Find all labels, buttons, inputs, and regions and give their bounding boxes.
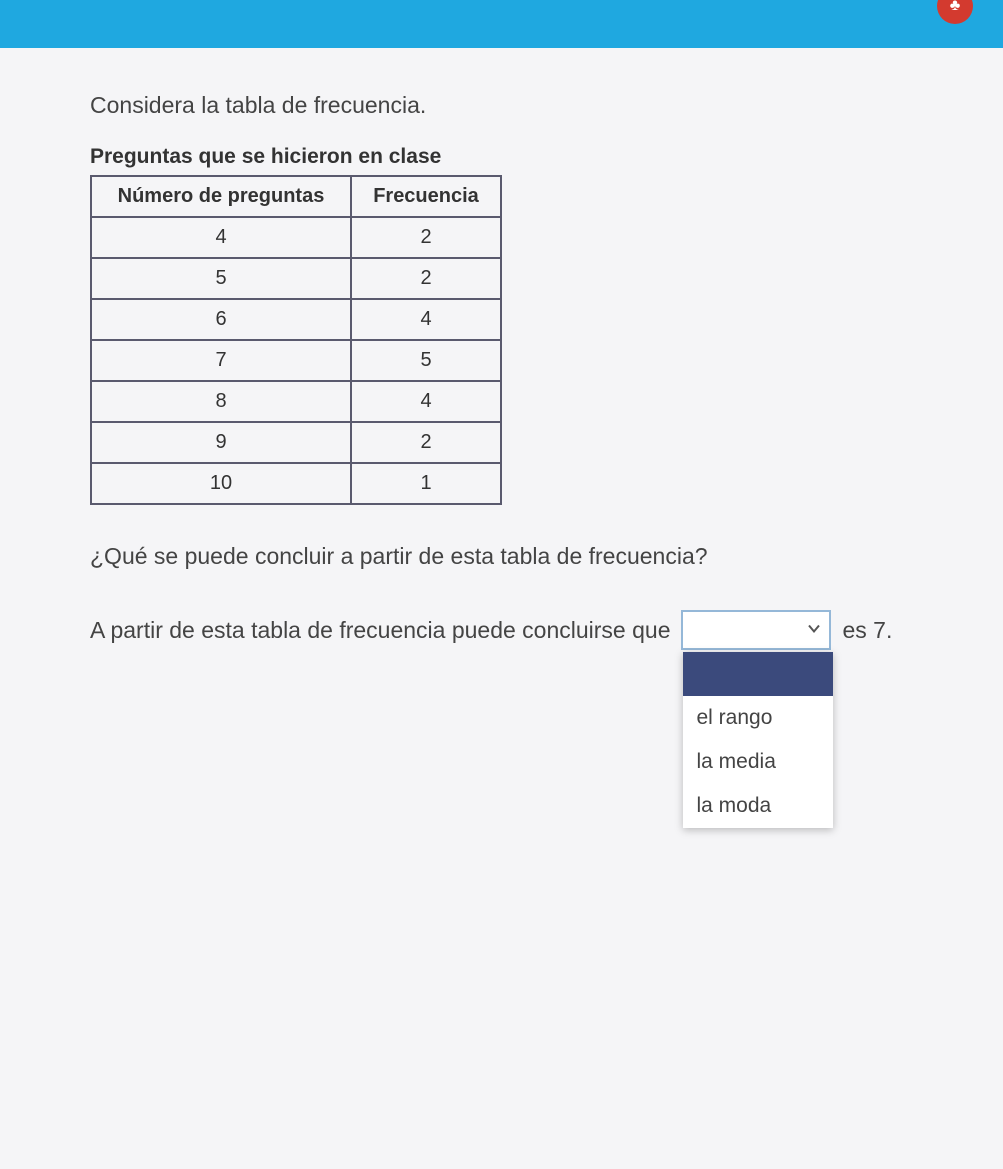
answer-sentence: A partir de esta tabla de frecuencia pue… [90, 610, 943, 650]
table-cell: 8 [91, 381, 351, 422]
table-cell: 2 [351, 217, 501, 258]
table-header-row: Número de preguntas Frecuencia [91, 176, 501, 217]
table-caption: Preguntas que se hicieron en clase [90, 145, 943, 169]
table-row: 84 [91, 381, 501, 422]
table-cell: 4 [351, 299, 501, 340]
table-row: 52 [91, 258, 501, 299]
answer-suffix: es 7. [843, 617, 893, 644]
table-cell: 5 [91, 258, 351, 299]
table-row: 75 [91, 340, 501, 381]
table-cell: 10 [91, 463, 351, 504]
table-header-cell: Número de preguntas [91, 176, 351, 217]
dropdown-item[interactable]: la moda [683, 784, 833, 828]
frequency-table: Número de preguntas Frecuencia 425264758… [90, 175, 502, 505]
table-row: 92 [91, 422, 501, 463]
question-text: ¿Qué se puede concluir a partir de esta … [90, 543, 943, 570]
badge-glyph: ♣ [950, 0, 961, 15]
table-cell: 6 [91, 299, 351, 340]
table-cell: 4 [91, 217, 351, 258]
table-cell: 2 [351, 258, 501, 299]
intro-text: Considera la tabla de frecuencia. [90, 92, 943, 119]
table-row: 42 [91, 217, 501, 258]
badge-icon: ♣ [937, 0, 973, 24]
answer-select[interactable]: el rangola mediala moda [681, 610, 831, 650]
table-cell: 4 [351, 381, 501, 422]
table-row: 101 [91, 463, 501, 504]
table-cell: 9 [91, 422, 351, 463]
top-bar: ♣ [0, 0, 1003, 48]
table-cell: 5 [351, 340, 501, 381]
dropdown-item[interactable] [683, 652, 833, 696]
chevron-down-icon [807, 619, 821, 642]
dropdown-list: el rangola mediala moda [683, 652, 833, 828]
dropdown-item[interactable]: la media [683, 740, 833, 784]
table-header-cell: Frecuencia [351, 176, 501, 217]
dropdown-item[interactable]: el rango [683, 696, 833, 740]
answer-prefix: A partir de esta tabla de frecuencia pue… [90, 617, 671, 644]
table-cell: 2 [351, 422, 501, 463]
main-content: Considera la tabla de frecuencia. Pregun… [0, 48, 1003, 690]
table-cell: 1 [351, 463, 501, 504]
table-cell: 7 [91, 340, 351, 381]
table-row: 64 [91, 299, 501, 340]
